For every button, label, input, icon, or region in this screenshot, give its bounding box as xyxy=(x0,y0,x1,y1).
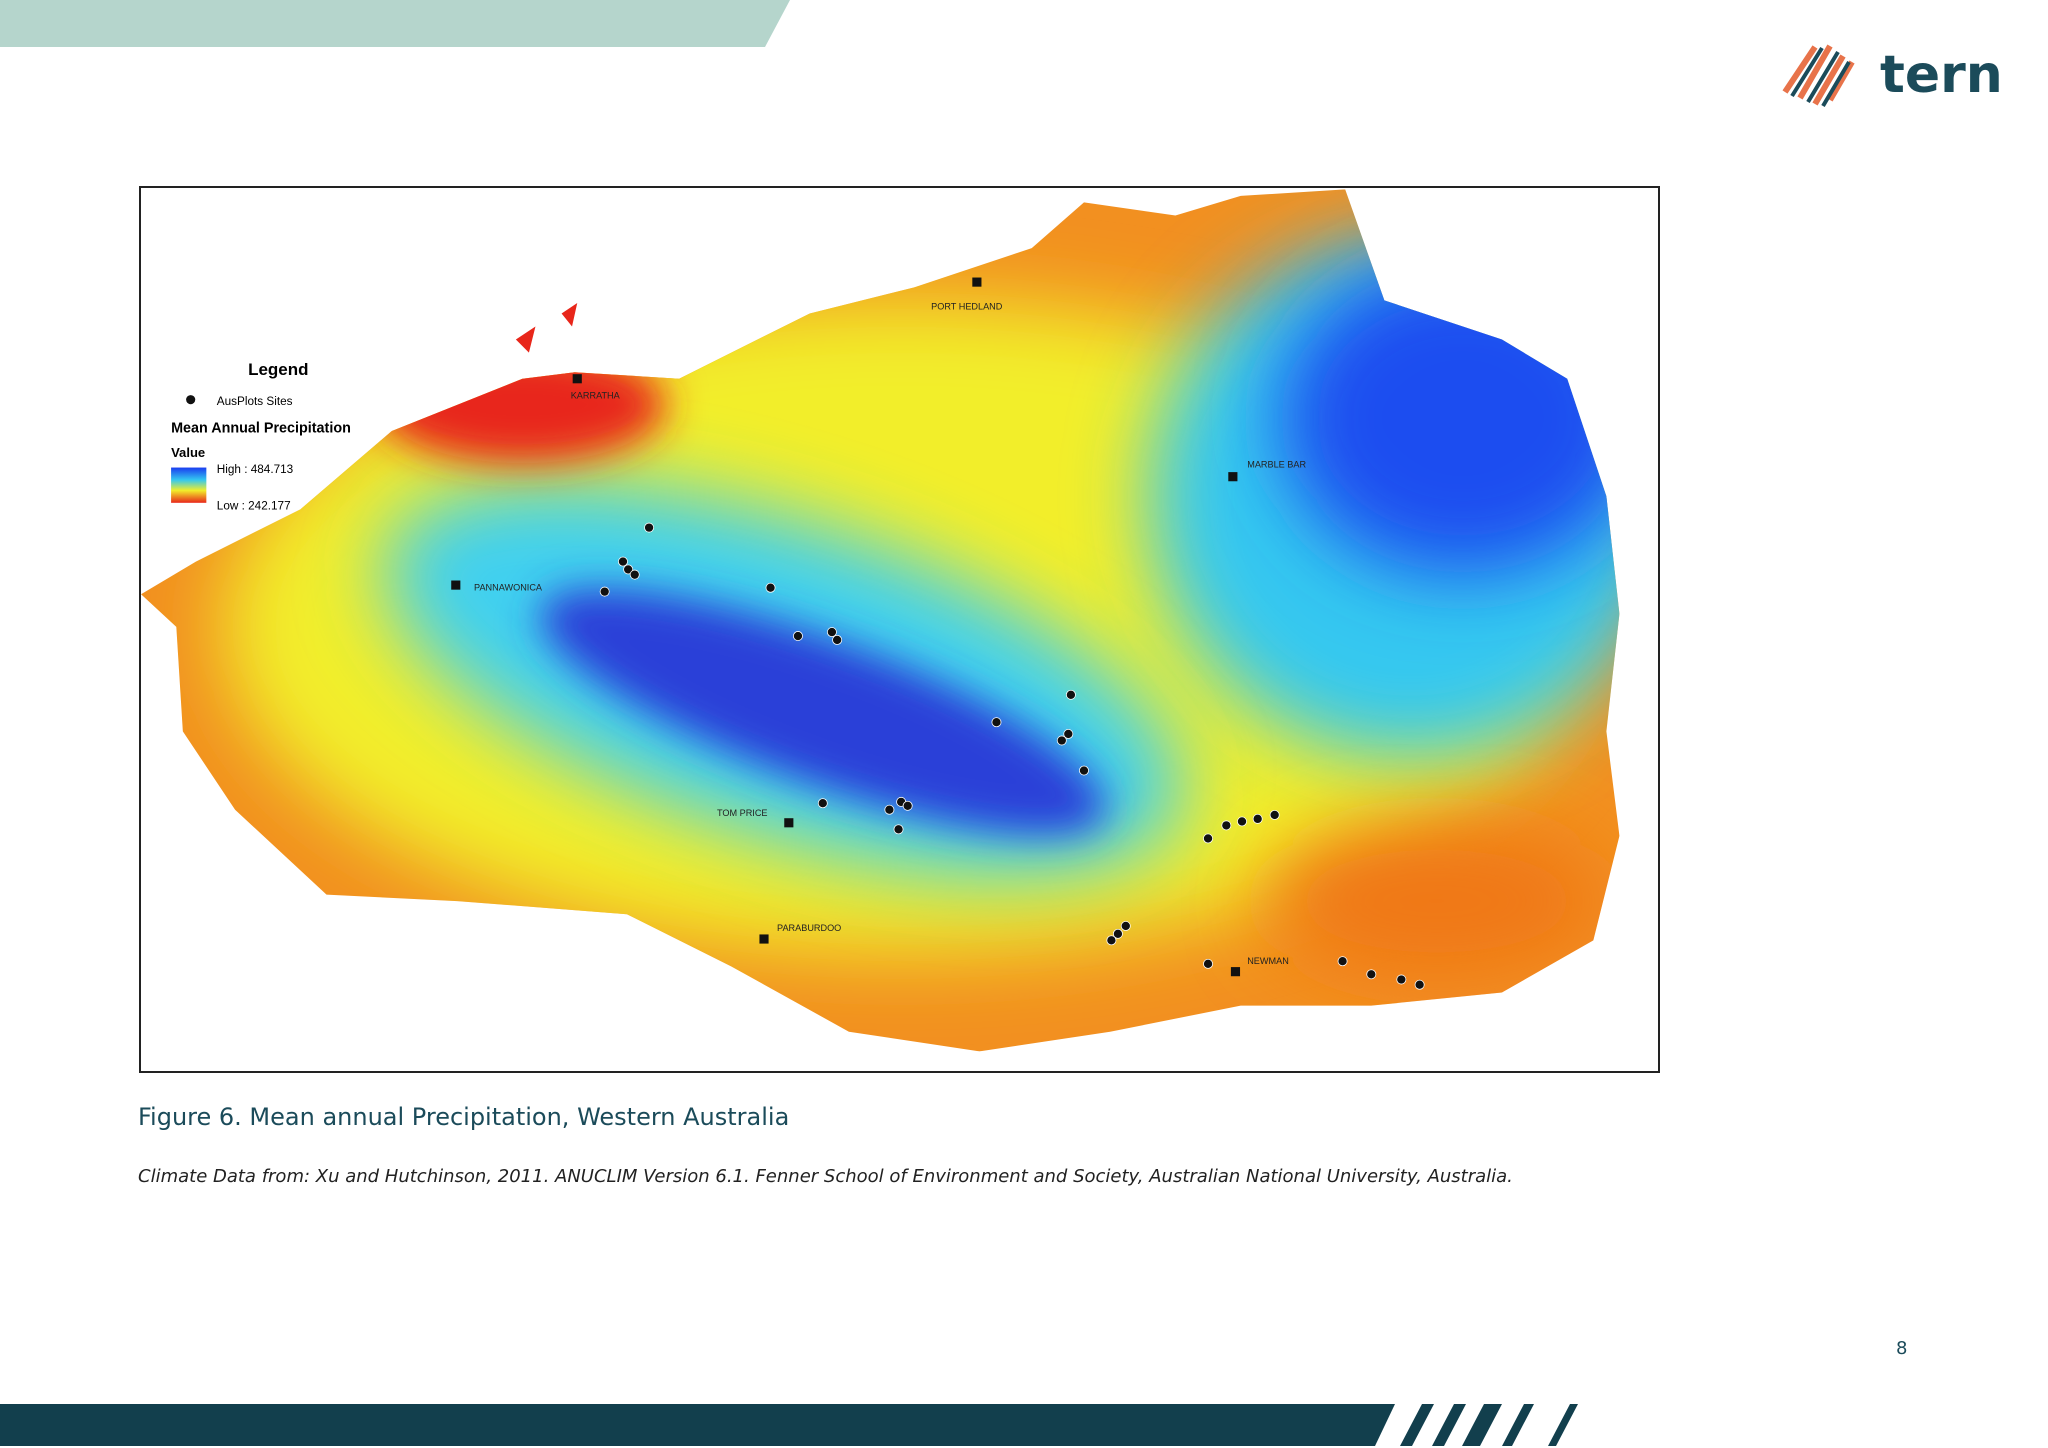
town-marker xyxy=(572,374,582,384)
legend-low: Low : 242.177 xyxy=(217,499,291,512)
legend-high: High : 484.713 xyxy=(217,463,294,476)
legend-value: Value xyxy=(171,445,205,460)
site-dot xyxy=(1366,969,1377,980)
site-dot xyxy=(1120,920,1131,931)
site-dot xyxy=(1269,809,1280,820)
top-band xyxy=(0,0,790,47)
town-marker xyxy=(1228,472,1238,482)
site-dot xyxy=(629,569,640,580)
site-dot xyxy=(832,634,843,645)
site-dot xyxy=(617,556,628,567)
caption: Figure 6. Mean annual Precipitation, Wes… xyxy=(138,1103,790,1131)
site-dot xyxy=(1112,928,1123,939)
site-dot xyxy=(1237,816,1247,827)
site-dot xyxy=(817,798,828,809)
town-marker xyxy=(1230,967,1241,977)
logo: tern xyxy=(1782,44,2003,108)
town-marker xyxy=(972,277,982,287)
site-dot xyxy=(1106,935,1117,946)
town-label: PANNAWONICA xyxy=(474,582,543,592)
site-dot xyxy=(1079,765,1089,776)
bottom-band xyxy=(0,1404,1395,1446)
site-dot xyxy=(765,582,776,593)
site-dot xyxy=(1056,735,1067,746)
site-dot xyxy=(884,804,895,815)
legend-variable: Mean Annual Precipitation xyxy=(171,420,351,436)
site-dot xyxy=(1203,833,1214,844)
town-marker xyxy=(784,818,794,828)
site-dot xyxy=(1252,813,1263,824)
page-number: 8 xyxy=(1896,1338,1908,1359)
town-label: MARBLE BAR xyxy=(1247,460,1306,470)
site-dot xyxy=(623,564,634,575)
site-dot xyxy=(1063,729,1074,739)
legend-title: Legend xyxy=(248,360,308,379)
site-dot xyxy=(893,824,904,835)
site-dot xyxy=(1203,958,1214,969)
bottom-stripes xyxy=(1400,1404,1578,1446)
site-dot xyxy=(826,627,837,638)
town-label: PORT HEDLAND xyxy=(931,302,1003,312)
site-dot xyxy=(1065,689,1076,700)
town-marker xyxy=(451,580,461,590)
site-dot xyxy=(1414,979,1425,990)
site-dot xyxy=(902,800,913,811)
legend-sites: AusPlots Sites xyxy=(217,395,293,408)
town-label: TOM PRICE xyxy=(717,808,768,818)
town-marker xyxy=(759,934,769,944)
legend-ramp xyxy=(171,467,207,503)
town-label: PARABURDOO xyxy=(777,923,841,933)
credit: Climate Data from: Xu and Hutchinson, 20… xyxy=(138,1166,1513,1187)
site-dot xyxy=(1337,956,1348,967)
site-dot xyxy=(1221,820,1232,831)
site-dot xyxy=(793,631,803,641)
logo-text: tern xyxy=(1880,45,2003,105)
site-dot xyxy=(644,522,655,533)
legend-dot xyxy=(186,395,196,405)
town-label: NEWMAN xyxy=(1247,956,1289,966)
town-label: KARRATHA xyxy=(571,390,621,400)
site-dot xyxy=(991,717,1002,728)
site-dot xyxy=(1396,974,1407,985)
site-dot xyxy=(599,586,610,597)
